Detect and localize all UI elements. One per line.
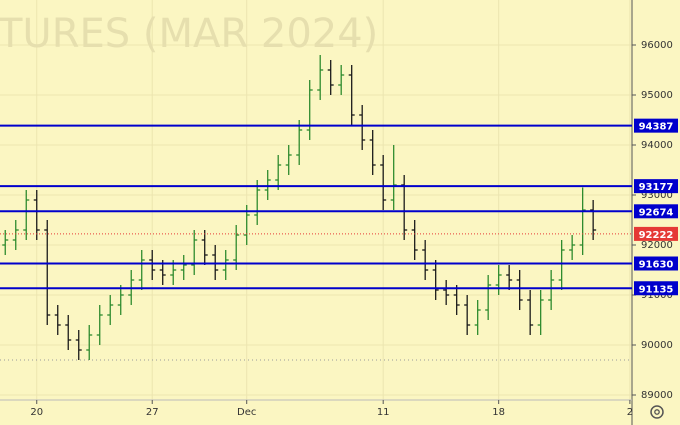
- last-price-label: 92222: [639, 230, 674, 241]
- y-tick-label: 90000: [641, 340, 673, 351]
- level-box: [634, 281, 678, 296]
- level-label: 91630: [639, 260, 674, 271]
- y-tick-label: 95000: [641, 90, 673, 101]
- y-tick-label: 96000: [641, 40, 673, 51]
- level-box: [634, 204, 678, 219]
- y-tick-label: 91000: [641, 290, 673, 301]
- x-tick-label: 20: [30, 407, 43, 418]
- x-tick-label: 2: [627, 407, 633, 418]
- level-box: [634, 118, 678, 133]
- level-box: [634, 179, 678, 194]
- x-tick-label: Dec: [237, 407, 256, 418]
- y-tick-label: 92000: [641, 240, 673, 251]
- gear-outer[interactable]: [650, 405, 664, 419]
- y-tick-label: 93000: [641, 190, 673, 201]
- grid: [0, 0, 632, 400]
- settings-button[interactable]: [650, 405, 664, 419]
- x-tick-label: 27: [146, 407, 159, 418]
- level-label: 92674: [639, 207, 674, 218]
- level-label: 93177: [639, 182, 674, 193]
- level-label: 94387: [639, 122, 674, 133]
- watermark: TURES (MAR 2024): [0, 11, 378, 57]
- level-box: [634, 256, 678, 271]
- x-tick-label: 11: [377, 407, 390, 418]
- y-tick-label: 89000: [641, 390, 673, 401]
- y-tick-label: 94000: [641, 140, 673, 151]
- gear-inner[interactable]: [654, 409, 660, 415]
- last-price-box: [634, 226, 678, 241]
- x-tick-label: 18: [492, 407, 505, 418]
- level-label: 91135: [639, 284, 674, 295]
